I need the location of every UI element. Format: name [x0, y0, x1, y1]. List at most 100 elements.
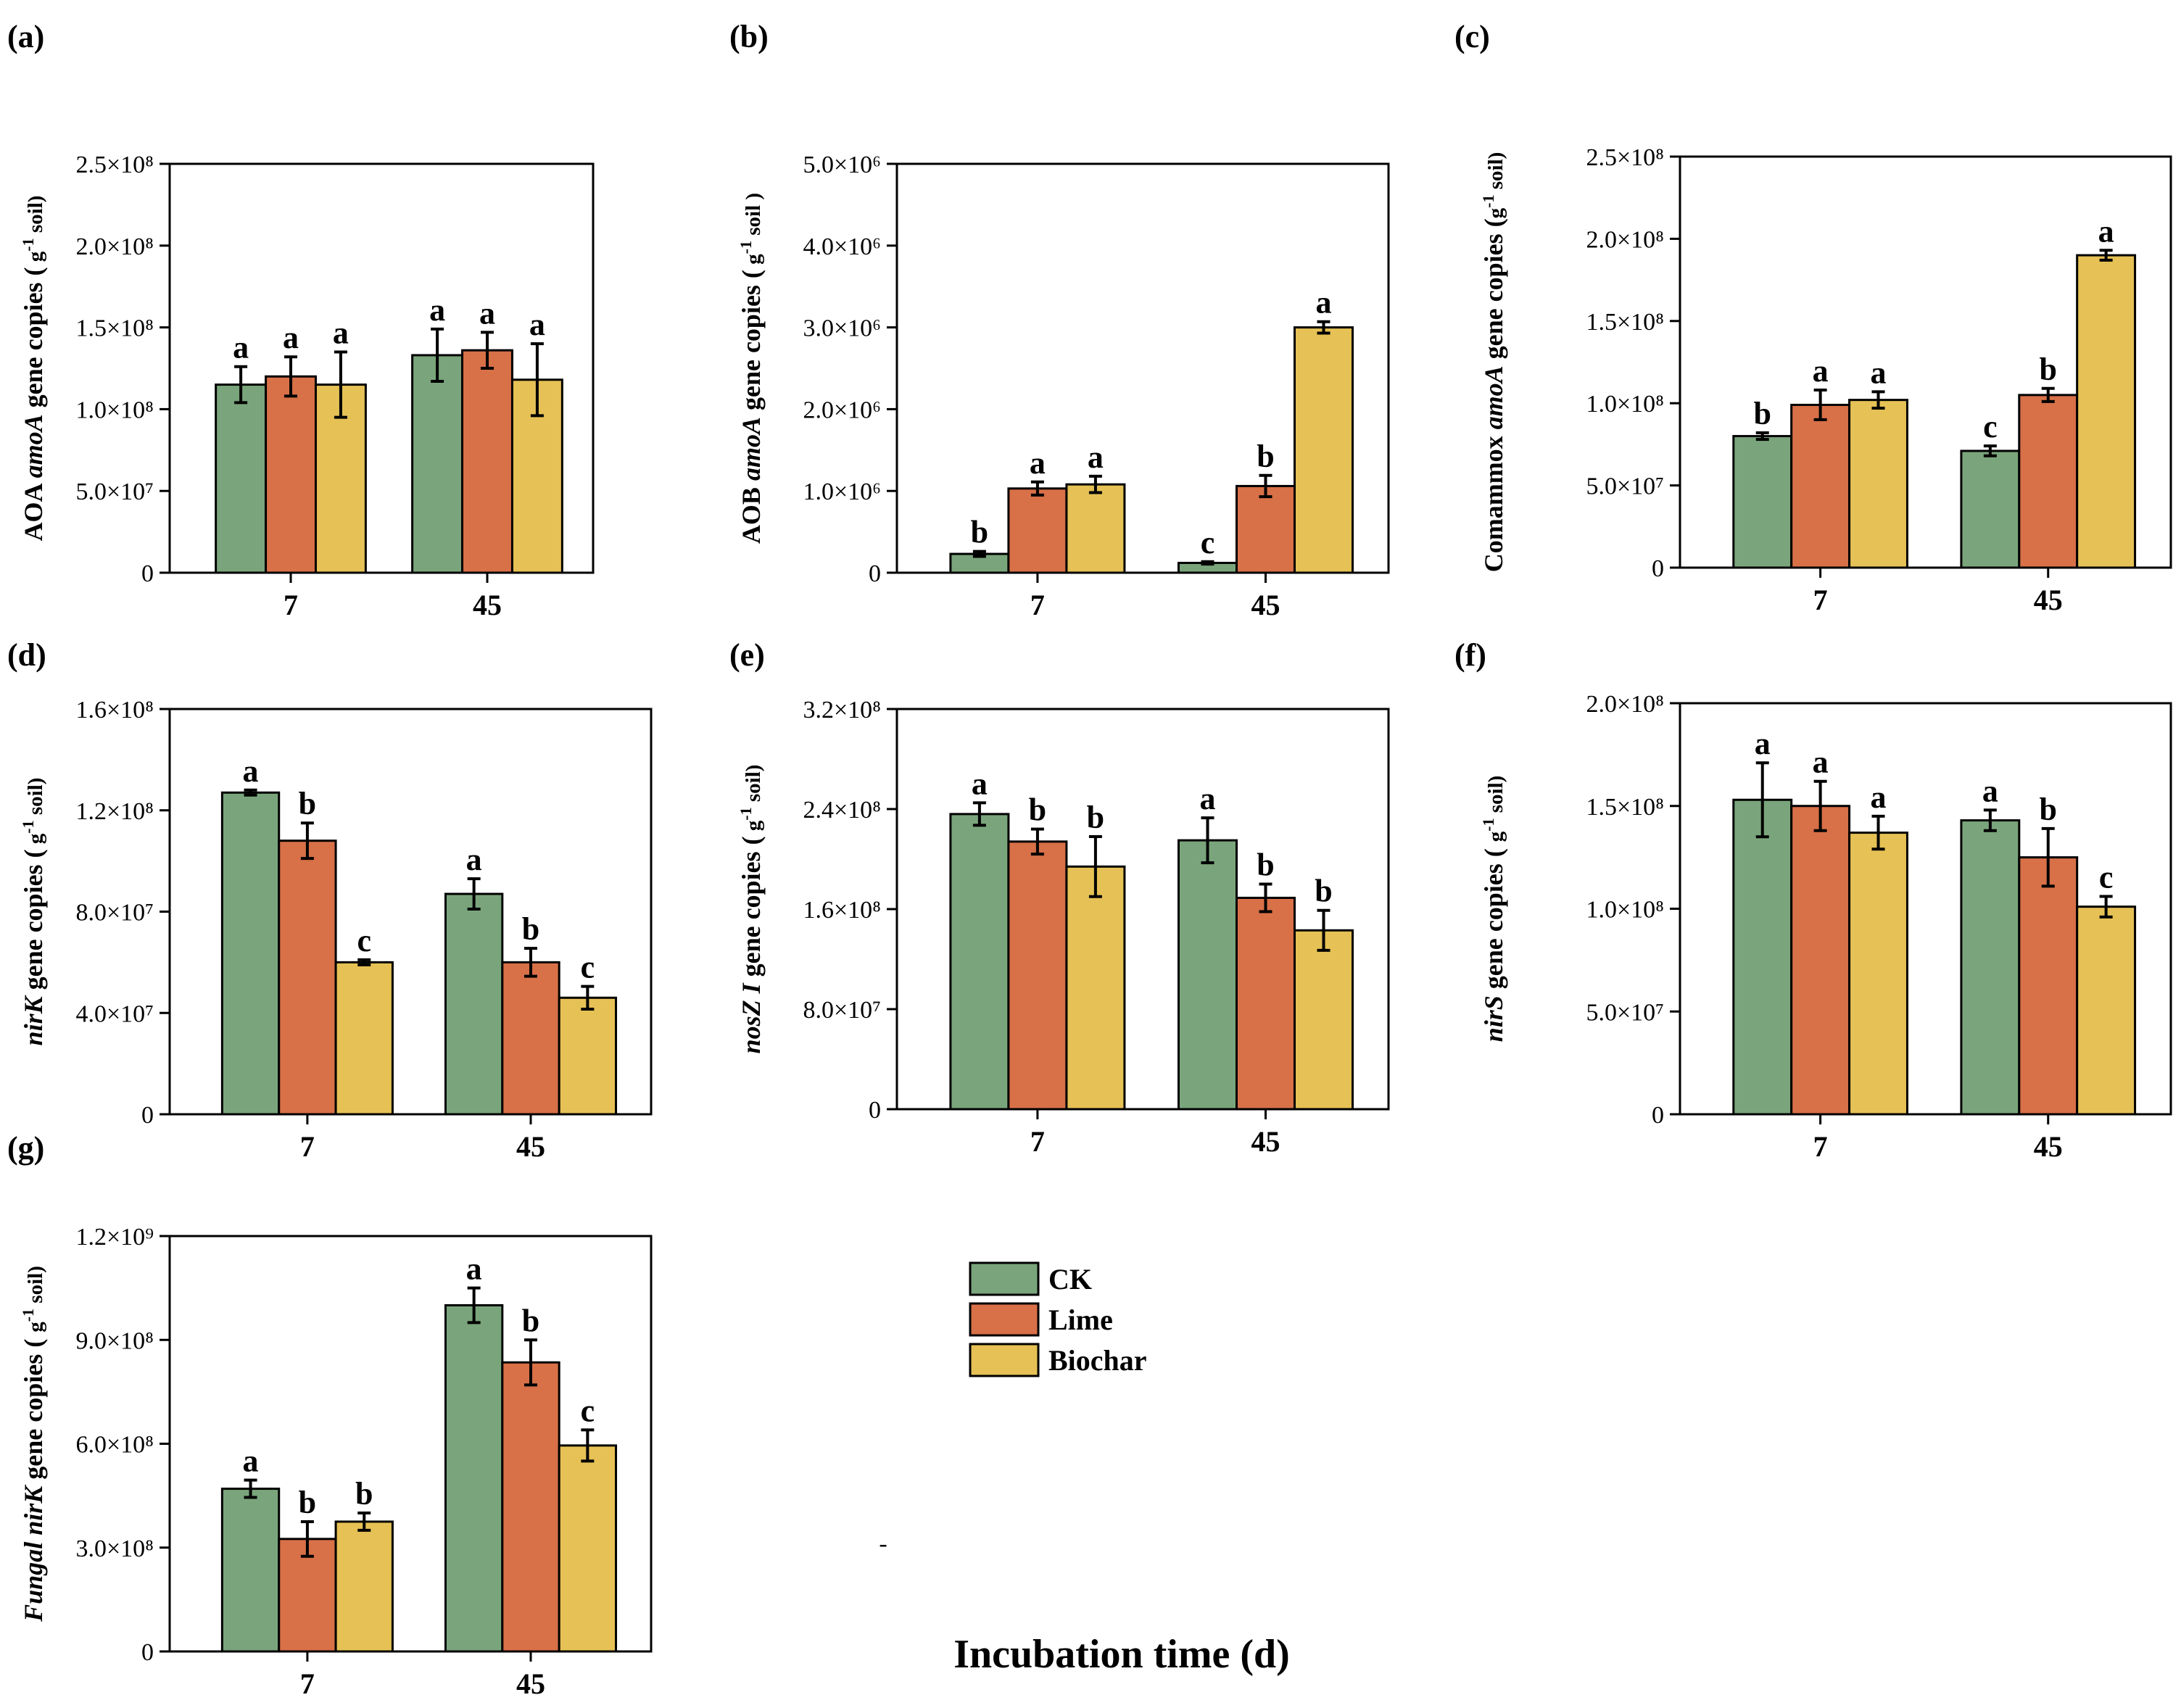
y-axis-label: nirK gene copies ( g-1 soil): [19, 778, 49, 1046]
bar-ck-7: [215, 384, 268, 574]
significance-letter: a: [1871, 779, 1887, 815]
bar-lime-45: [501, 1361, 560, 1653]
y-tick-label: 5.0×10⁷: [1586, 473, 1664, 500]
significance-letter: a: [2098, 213, 2114, 249]
y-tick-label: 1.2×10⁸: [75, 798, 154, 825]
significance-letter: a: [479, 295, 495, 331]
y-axis-label-part: soil): [24, 778, 47, 821]
x-tick-label: 45: [1251, 1125, 1280, 1158]
y-tick-label: 4.0×10⁷: [75, 1000, 154, 1027]
legend-label-ck: CK: [1048, 1263, 1092, 1295]
significance-letter: a: [429, 292, 445, 328]
bar-ck-45: [1960, 819, 2021, 1116]
bar-ck-7: [220, 1488, 281, 1653]
significance-letter: a: [243, 753, 259, 789]
y-axis-label-part: nosZ I: [737, 982, 766, 1053]
significance-letter: b: [1029, 792, 1046, 828]
y-tick-label: 1.6×10⁸: [75, 697, 154, 724]
y-tick-label: 8.0×10⁷: [803, 997, 881, 1024]
bar-ck-45: [1177, 839, 1238, 1111]
significance-letter: a: [233, 330, 249, 365]
bar-ck-45: [411, 354, 464, 574]
significance-letter: b: [1257, 847, 1274, 883]
significance-letter: a: [972, 766, 988, 801]
significance-letter: b: [522, 911, 539, 947]
y-axis-label-part: -1: [19, 238, 37, 251]
significance-letter: a: [243, 1443, 259, 1479]
y-tick-label: 1.2×10⁹: [75, 1224, 154, 1251]
y-tick-label: 0: [141, 1639, 154, 1666]
plot-frame: [168, 162, 595, 574]
bar-lime-45: [2018, 856, 2079, 1116]
significance-letter: b: [299, 786, 316, 821]
y-tick-label: 5.0×10⁷: [75, 478, 154, 505]
y-axis-label-part: soil): [24, 1266, 47, 1309]
y-tick-label: 1.6×10⁸: [803, 897, 881, 924]
panel-label: (b): [729, 19, 769, 54]
y-axis-label: AOB amoA gene copies ( g-1 soil ): [737, 193, 766, 544]
significance-letter: b: [971, 515, 988, 550]
panel-label: (f): [1454, 637, 1486, 673]
legend: CK Lime Biochar: [969, 1261, 1147, 1377]
significance-letter: a: [529, 307, 545, 342]
bar-ck-45: [444, 892, 504, 1116]
y-axis-label: Fungal nirK gene copies ( g-1 soil): [19, 1266, 49, 1622]
y-tick-label: 1.5×10⁸: [75, 315, 154, 342]
x-tick-label: 45: [1251, 589, 1280, 621]
significance-letter: c: [581, 1393, 595, 1428]
legend-swatch-ck: [969, 1261, 1040, 1296]
x-tick-label: 7: [1030, 589, 1045, 621]
x-tick-label: 45: [2034, 1130, 2063, 1163]
y-tick-label: 0: [141, 560, 154, 587]
significance-letter: c: [581, 950, 595, 985]
panel-b: (b) 0 1.0×10⁶ 2.0×10⁶ 3.0×10⁶ 4.0×10⁶ 5.0×10⁶ 7…: [729, 19, 1390, 621]
significance-letter: a: [466, 1251, 482, 1287]
significance-letter: a: [1030, 445, 1046, 481]
x-tick-label: 45: [516, 1667, 545, 1700]
y-axis-label: nirS gene copies ( g-1 soil): [1479, 776, 1509, 1042]
x-tick-label: 7: [1030, 1125, 1045, 1158]
y-axis-label-part: -1: [737, 241, 755, 254]
y-axis-label-part: gene copies (: [1479, 218, 1508, 365]
x-tick-label: 7: [300, 1667, 315, 1700]
y-axis-label-part: g: [24, 833, 47, 849]
y-tick-label: 1.0×10⁸: [1586, 897, 1664, 924]
y-axis-label-part: AOA: [19, 478, 48, 541]
panel-g: (g) 0 3.0×10⁸ 6.0×10⁸ 9.0×10⁸ 1.2×10⁹ 7 45 a a b b b…: [7, 1130, 653, 1700]
x-tick-label: 45: [2034, 584, 2063, 616]
bar-lime-7: [1007, 487, 1068, 574]
panels-layer: (a) 0 5.0×10⁷ 1.0×10⁸ 1.5×10⁸ 2.0×10⁸ 2.5×10⁸ 7…: [7, 19, 2172, 1700]
y-axis-label: nosZ I gene copies ( g-1 soil): [737, 765, 766, 1054]
y-tick-label: 2.0×10⁶: [803, 397, 881, 423]
bar-biochar-45: [558, 996, 618, 1116]
plot-frame: [895, 162, 1390, 574]
panel-label: (c): [1454, 19, 1490, 54]
y-axis-label-part: soil): [1484, 152, 1507, 195]
y-axis-label-part: Fungal nirK: [19, 1484, 48, 1622]
y-axis-label-part: -1: [737, 807, 755, 820]
bar-biochar-45: [2076, 905, 2137, 1116]
bar-lime-45: [501, 961, 560, 1116]
significance-letter: b: [1315, 874, 1332, 909]
panel-label: (e): [729, 637, 765, 673]
y-tick-label: 0: [141, 1102, 154, 1129]
y-axis-label-part: amoA: [1479, 365, 1508, 429]
significance-letter: a: [1982, 773, 1998, 808]
panel-e: (e) 0 8.0×10⁷ 1.6×10⁸ 2.4×10⁸ 3.2×10⁸ 7 45 a a b b b…: [729, 637, 1390, 1158]
y-axis-label-part: nirK: [19, 994, 48, 1045]
y-axis-label-part: Comammox: [1479, 429, 1508, 572]
significance-letter: a: [1813, 353, 1829, 389]
significance-letter: a: [1088, 439, 1104, 475]
y-axis-label-part: amoA: [737, 417, 766, 481]
bar-biochar-45: [1294, 326, 1354, 574]
bar-lime-45: [2018, 394, 2079, 569]
bar-lime-7: [278, 840, 337, 1116]
y-tick-label: 0: [869, 1097, 881, 1124]
y-axis-label-part: nirS: [1479, 995, 1508, 1042]
y-tick-label: 1.0×10⁸: [75, 397, 154, 423]
significance-letter: b: [2040, 352, 2057, 387]
bar-ck-7: [949, 813, 1010, 1111]
y-tick-label: 6.0×10⁸: [75, 1432, 154, 1459]
bar-biochar-45: [2076, 254, 2137, 569]
y-axis-label-part: g: [24, 1322, 47, 1332]
